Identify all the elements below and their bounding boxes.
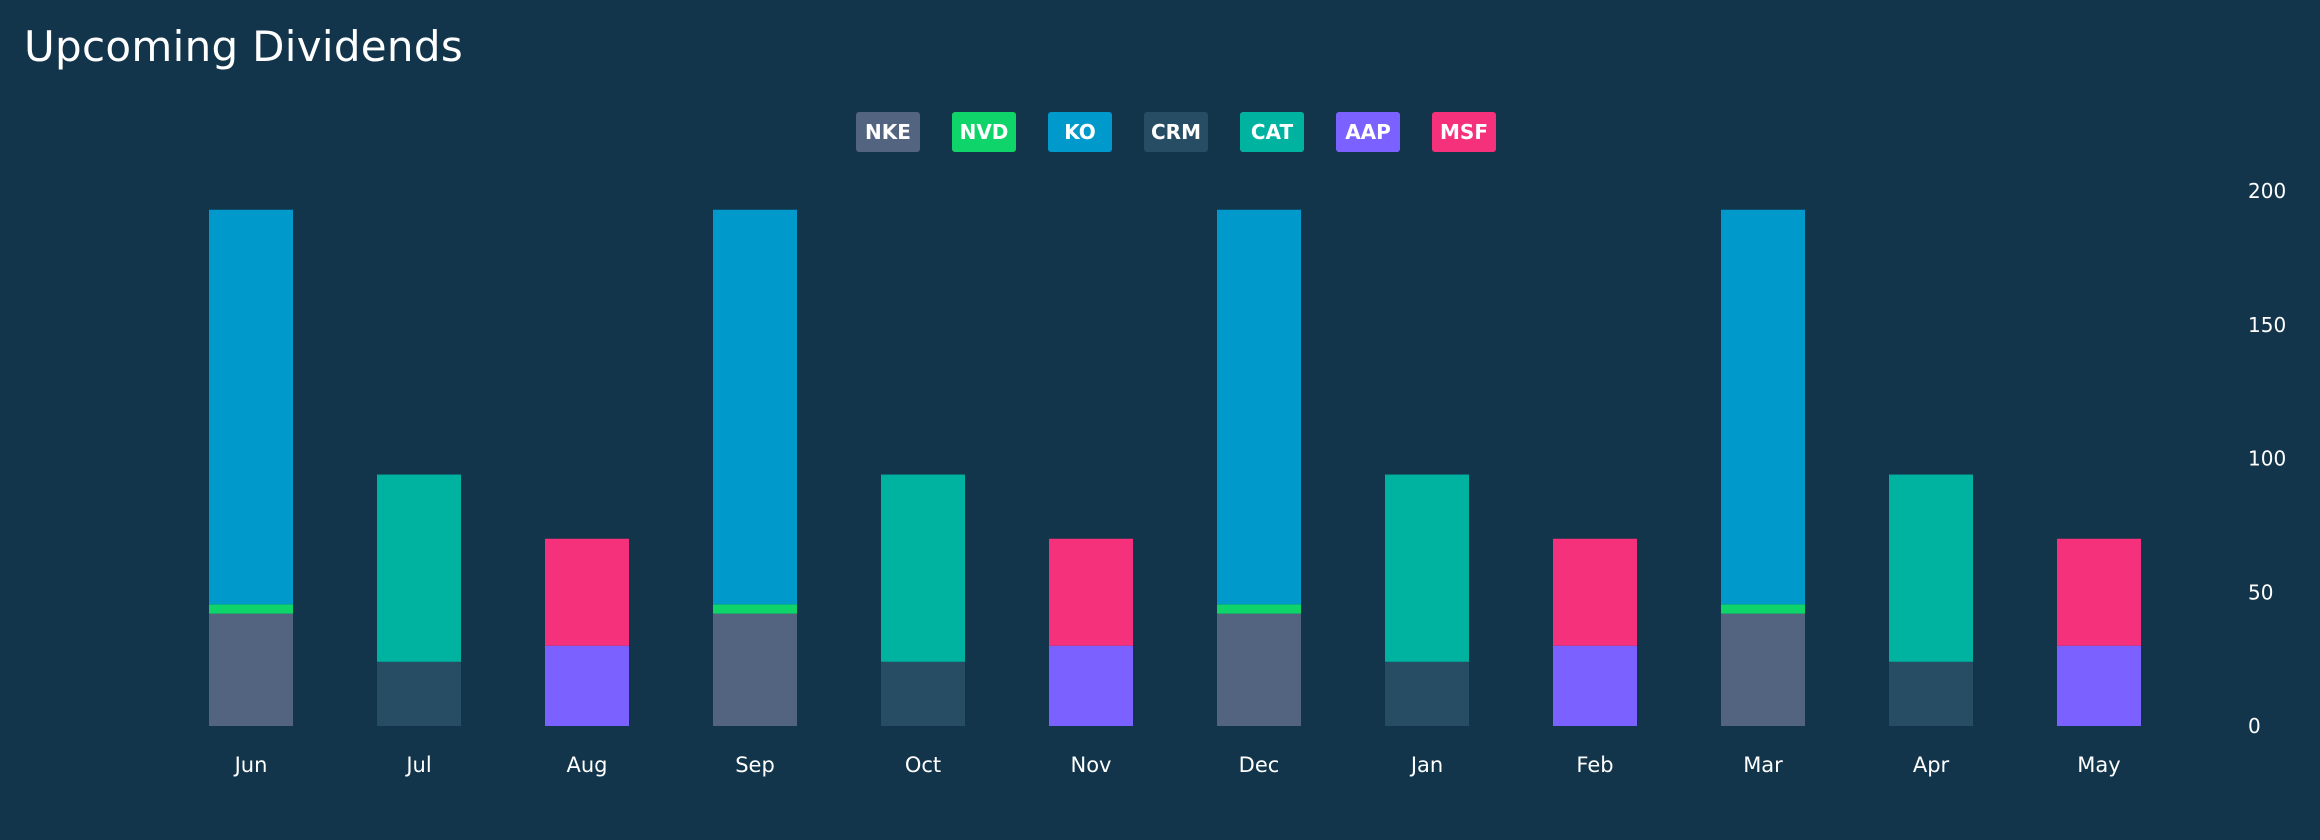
bar-dec-ko[interactable]: [1217, 209, 1301, 605]
legend-item-msf[interactable]: MSF: [1432, 112, 1496, 152]
bar-mar-ko[interactable]: [1721, 209, 1805, 605]
bar-feb-aap[interactable]: [1553, 645, 1637, 726]
bar-jan-crm[interactable]: [1385, 661, 1469, 726]
chart-title: Upcoming Dividends: [24, 22, 463, 71]
bar-jul-crm[interactable]: [377, 661, 461, 726]
x-tick-label: Nov: [1071, 753, 1112, 777]
x-tick-label: Jan: [1409, 753, 1443, 777]
bar-may-msf[interactable]: [2057, 538, 2141, 646]
bar-jun-ko[interactable]: [209, 209, 293, 605]
x-tick-label: Jun: [233, 753, 268, 777]
legend-item-nke[interactable]: NKE: [856, 112, 920, 152]
bar-feb-msf[interactable]: [1553, 538, 1637, 646]
x-tick-label: Aug: [566, 753, 607, 777]
x-tick-label: May: [2077, 753, 2120, 777]
bar-jan-cat[interactable]: [1385, 474, 1469, 662]
bar-dec-nke[interactable]: [1217, 613, 1301, 726]
bar-nov-msf[interactable]: [1049, 538, 1133, 646]
bar-sep-ko[interactable]: [713, 209, 797, 605]
x-tick-label: Oct: [905, 753, 941, 777]
legend-item-ko[interactable]: KO: [1048, 112, 1112, 152]
bar-apr-crm[interactable]: [1889, 661, 1973, 726]
x-tick-label: Feb: [1576, 753, 1613, 777]
bar-nov-aap[interactable]: [1049, 645, 1133, 726]
bar-aug-msf[interactable]: [545, 538, 629, 646]
bar-dec-nvd[interactable]: [1217, 604, 1301, 614]
legend-item-cat[interactable]: CAT: [1240, 112, 1304, 152]
bar-sep-nvd[interactable]: [713, 604, 797, 614]
bar-oct-crm[interactable]: [881, 661, 965, 726]
bar-jun-nvd[interactable]: [209, 604, 293, 614]
bar-jun-nke[interactable]: [209, 613, 293, 726]
x-tick-label: Dec: [1239, 753, 1280, 777]
bar-aug-aap[interactable]: [545, 645, 629, 726]
bar-apr-cat[interactable]: [1889, 474, 1973, 662]
x-tick-label: Apr: [1913, 753, 1950, 777]
x-tick-label: Mar: [1743, 753, 1783, 777]
legend: NKE NVD KO CRM CAT AAP MSF: [856, 112, 1496, 152]
bar-may-aap[interactable]: [2057, 645, 2141, 726]
legend-item-crm[interactable]: CRM: [1144, 112, 1208, 152]
x-tick-label: Sep: [735, 753, 775, 777]
y-tick-label: 50: [2248, 580, 2273, 604]
bar-sep-nke[interactable]: [713, 613, 797, 726]
y-tick-label: 150: [2248, 313, 2286, 337]
bar-mar-nvd[interactable]: [1721, 604, 1805, 614]
y-tick-label: 200: [2248, 179, 2286, 203]
bar-oct-cat[interactable]: [881, 474, 965, 662]
y-tick-label: 100: [2248, 447, 2286, 471]
y-tick-label: 0: [2248, 714, 2261, 738]
legend-item-nvd[interactable]: NVD: [952, 112, 1016, 152]
x-tick-label: Jul: [404, 753, 431, 777]
bar-mar-nke[interactable]: [1721, 613, 1805, 726]
bar-jul-cat[interactable]: [377, 474, 461, 662]
legend-item-aap[interactable]: AAP: [1336, 112, 1400, 152]
